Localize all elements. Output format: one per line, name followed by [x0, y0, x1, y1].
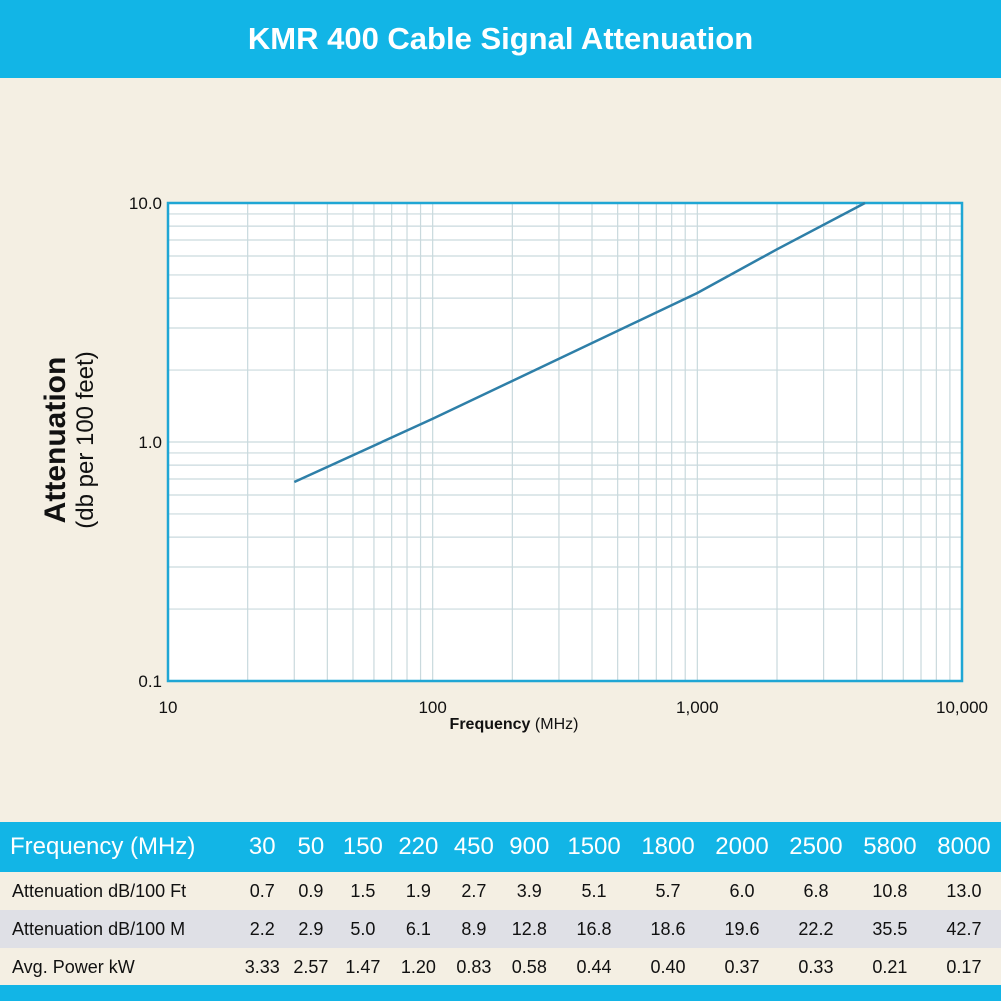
y-tick-label: 1.0: [138, 433, 162, 452]
cell-value: 19.6: [705, 910, 779, 948]
x-axis-unit: (MHz): [534, 716, 579, 733]
header-label: Frequency (MHz): [0, 822, 238, 872]
header-frequency: 150: [335, 822, 391, 872]
table-row: Avg. Power kW 3.33 2.57 1.47 1.20 0.83 0.58 0.4…: [0, 948, 1001, 986]
cell-value: 2.7: [461, 880, 487, 901]
cell-value: 35.5: [852, 910, 927, 948]
y-axis-title: Attenuation: [39, 356, 72, 524]
cell-value: 0.37: [724, 956, 760, 977]
cell-value: 0.17: [946, 956, 982, 977]
header-frequency: 2000: [705, 822, 779, 872]
x-tick-label: 1,000: [676, 698, 719, 717]
x-tick-label: 100: [418, 698, 446, 717]
cell-value: 1.5: [350, 880, 376, 901]
attenuation-table: Frequency (MHz) 30 50 150 220 450 900 1500 1800 2…: [0, 822, 1001, 986]
cell-value: 10.8: [872, 880, 908, 901]
table-row: Attenuation dB/100 Ft 0.7 0.9 1.5 1.9 2.7 3.9 5…: [0, 872, 1001, 910]
cell-value: 3.33: [244, 956, 280, 977]
row-label: Attenuation dB/100 Ft: [12, 880, 187, 901]
y-axis-label: Attenuation (db per 100 feet): [39, 351, 100, 529]
cell-value: 12.8: [501, 910, 558, 948]
header-frequency: 450: [446, 822, 502, 872]
table-row: Attenuation dB/100 M 2.2 2.9 5.0 6.1 8.9 12.8 1…: [0, 910, 1001, 948]
cell-value: 0.44: [576, 956, 612, 977]
cell-value: 2.2: [238, 910, 287, 948]
header-frequency: 8000: [926, 822, 1001, 872]
cell-value: 16.8: [557, 910, 632, 948]
cell-value: 22.2: [778, 910, 853, 948]
plot-frame: [166, 201, 964, 683]
table-header-row: Frequency (MHz) 30 50 150 220 450 900 1500 1800 2…: [0, 822, 1001, 872]
row-label: Attenuation dB/100 M: [0, 910, 238, 948]
row-label: Avg. Power kW: [12, 956, 135, 977]
cell-value: 0.9: [298, 880, 324, 901]
y-tick-label: 0.1: [138, 672, 162, 691]
cell-value: 8.9: [446, 910, 502, 948]
header-frequency: 5800: [852, 822, 927, 872]
header-frequency: 30: [238, 822, 287, 872]
cell-value: 1.20: [400, 956, 436, 977]
cell-value: 0.40: [650, 956, 686, 977]
cell-value: 3.9: [516, 880, 542, 901]
cell-value: 18.6: [631, 910, 705, 948]
header-frequency: 1800: [631, 822, 705, 872]
cell-value: 42.7: [926, 910, 1001, 948]
cell-value: 1.47: [345, 956, 381, 977]
x-axis-title: Frequency: [449, 716, 531, 733]
header-frequency: 2500: [778, 822, 853, 872]
y-tick-label: 10.0: [129, 194, 162, 213]
cell-value: 0.7: [249, 880, 275, 901]
cell-value: 5.0: [335, 910, 391, 948]
cell-value: 0.58: [511, 956, 547, 977]
y-axis-unit: (db per 100 feet): [72, 351, 99, 529]
cell-value: 0.83: [456, 956, 492, 977]
cell-value: 2.57: [293, 956, 329, 977]
cell-value: 6.8: [803, 880, 829, 901]
attenuation-line: [293, 201, 866, 484]
cell-value: 6.0: [729, 880, 755, 901]
header-frequency: 900: [501, 822, 558, 872]
cell-value: 13.0: [946, 880, 982, 901]
cell-value: 0.21: [872, 956, 908, 977]
cell-value: 5.7: [655, 880, 681, 901]
x-tick-label: 10,000: [936, 698, 988, 717]
x-tick-label: 10: [159, 698, 178, 717]
title-bar: KMR 400 Cable Signal Attenuation: [0, 0, 1001, 78]
cell-value: 6.1: [390, 910, 447, 948]
page-title: KMR 400 Cable Signal Attenuation: [247, 21, 754, 56]
cell-value: 1.9: [405, 880, 431, 901]
header-frequency: 50: [286, 822, 336, 872]
header-frequency: 1500: [557, 822, 632, 872]
attenuation-chart: 10 100 1,000 10,000 0.1 1.0 10.0: [129, 194, 988, 717]
x-axis-label: Frequency (MHz): [450, 716, 579, 734]
cell-value: 5.1: [581, 880, 607, 901]
cell-value: 2.9: [286, 910, 336, 948]
cell-value: 0.33: [798, 956, 834, 977]
header-frequency: 220: [390, 822, 447, 872]
bottom-bar: [0, 985, 1001, 1001]
